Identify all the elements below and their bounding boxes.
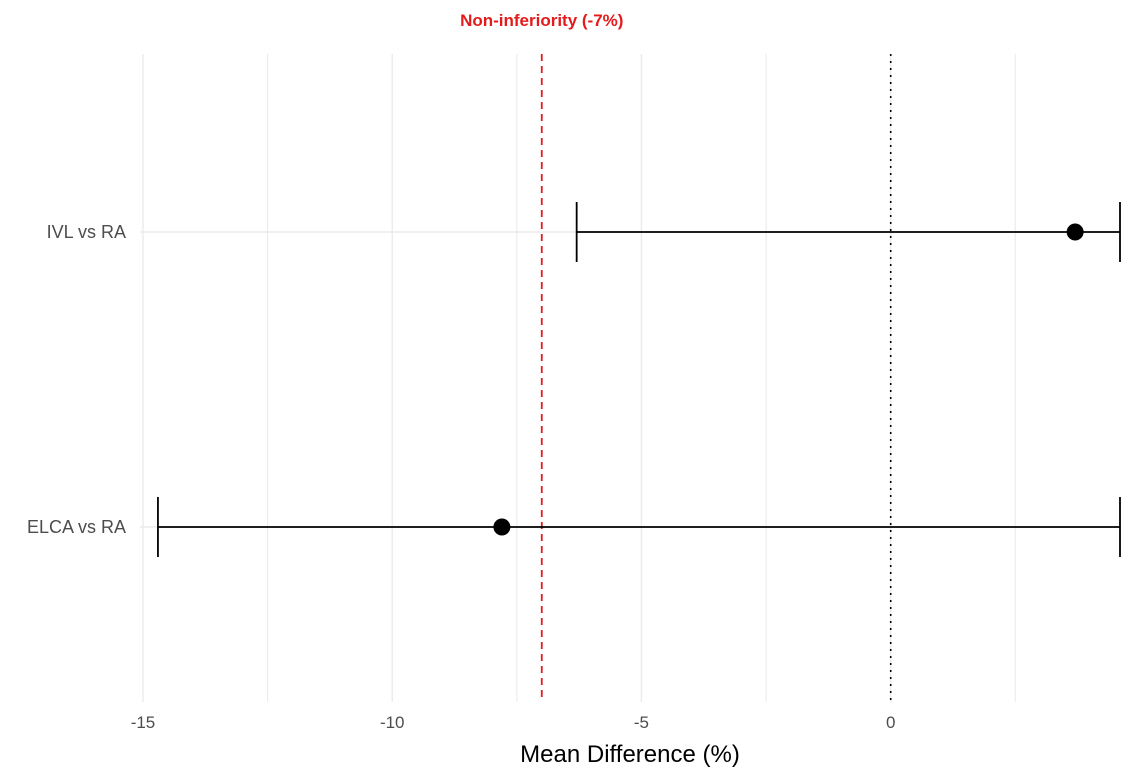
estimate-point (493, 518, 511, 536)
estimate-point (1066, 223, 1084, 241)
x-tick-label: 0 (886, 713, 895, 732)
data-marks (157, 202, 1121, 557)
axis-labels: IVL vs RA ELCA vs RA -15 -10 -5 0 (27, 222, 895, 732)
y-tick-label: IVL vs RA (47, 222, 126, 242)
grid-lines (140, 54, 1120, 702)
y-tick-label: ELCA vs RA (27, 517, 126, 537)
x-tick-label: -5 (634, 713, 649, 732)
reference-lines: Non-inferiority (-7%) (460, 11, 892, 702)
x-tick-label: -10 (380, 713, 405, 732)
noninferiority-label: Non-inferiority (-7%) (460, 11, 623, 30)
x-tick-label: -15 (131, 713, 156, 732)
x-axis-title: Mean Difference (%) (520, 741, 740, 768)
